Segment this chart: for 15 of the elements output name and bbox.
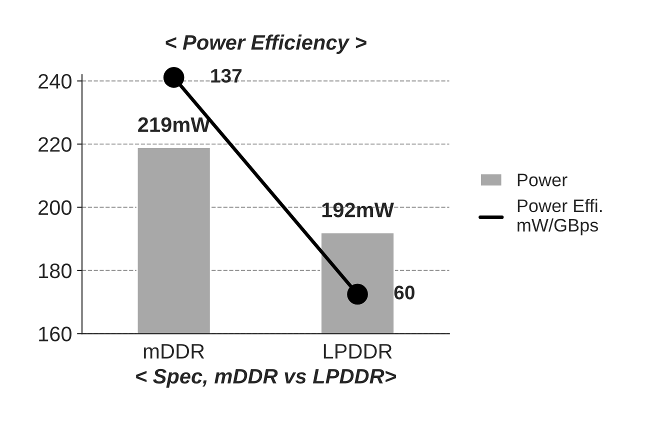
- data-label: 137: [211, 68, 242, 83]
- y-tick-label: 240: [38, 74, 72, 89]
- data-label: 192mW: [322, 202, 394, 218]
- x-tick-label: mDDR: [144, 344, 204, 358]
- x-axis-title: < Spec, mDDR vs LPDDR>: [136, 368, 396, 388]
- y-tick-label: 200: [38, 200, 72, 216]
- y-tick-label: 220: [38, 137, 72, 152]
- x-tick-label: LPDDR: [324, 344, 392, 358]
- y-tick-label: 160: [39, 326, 72, 342]
- data-label: 60: [394, 286, 414, 300]
- legend-label: Power: [518, 174, 568, 186]
- legend-label: Power Effi. mW/GBps: [518, 198, 602, 236]
- data-label: 219mW: [138, 117, 210, 132]
- chart-title: < Power Efficiency >: [166, 34, 366, 54]
- y-tick-label: 180: [39, 263, 72, 278]
